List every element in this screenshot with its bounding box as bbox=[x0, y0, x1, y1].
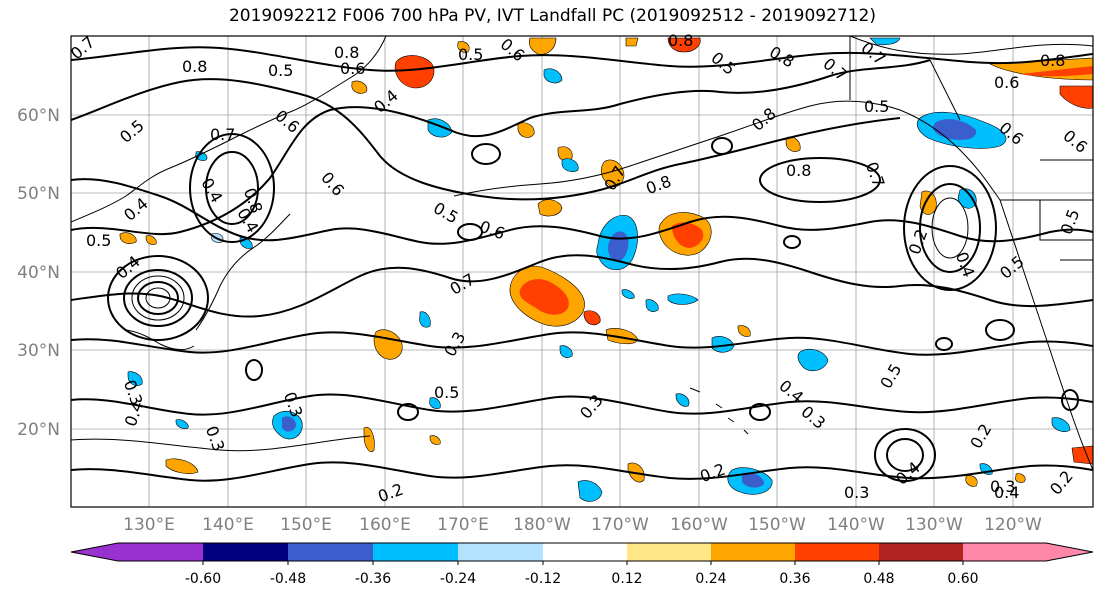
lat-label: 30°N bbox=[17, 341, 60, 361]
colorbar: -0.60 -0.48 -0.36 -0.24 -0.12 0.12 0.24 … bbox=[70, 542, 1094, 587]
colorbar-segment bbox=[458, 543, 543, 561]
contour-label: 0.8 bbox=[668, 31, 693, 50]
lon-label: 130°E bbox=[123, 515, 175, 535]
colorbar-segment bbox=[963, 543, 1093, 561]
lon-label: 140°W bbox=[827, 515, 885, 535]
colorbar-tick-label: 0.60 bbox=[947, 571, 978, 587]
colorbar-tick-label: -0.60 bbox=[185, 571, 221, 587]
colorbar-tick-label: -0.48 bbox=[270, 571, 306, 587]
lon-label: 140°E bbox=[202, 515, 254, 535]
lon-label: 170°W bbox=[591, 515, 649, 535]
map-title: 2019092212 F006 700 hPa PV, IVT Landfall… bbox=[228, 6, 876, 26]
lon-label: 150°E bbox=[280, 515, 332, 535]
lon-label: 170°E bbox=[437, 515, 489, 535]
colorbar-tick-label: 0.24 bbox=[695, 571, 726, 587]
colorbar-tick-label: -0.12 bbox=[525, 571, 561, 587]
colorbar-segment bbox=[627, 543, 711, 561]
contour-label: 0.6 bbox=[994, 73, 1019, 92]
lat-label: 50°N bbox=[17, 184, 60, 204]
lon-label: 120°W bbox=[984, 515, 1042, 535]
contour-label: 0.4 bbox=[994, 483, 1019, 502]
contour-label: 0.8 bbox=[334, 43, 359, 62]
contour-label: 0.8 bbox=[1040, 51, 1065, 70]
colorbar-tick-label: -0.36 bbox=[355, 571, 391, 587]
map-frame bbox=[70, 35, 1094, 508]
colorbar-tick-label: -0.24 bbox=[440, 571, 476, 587]
pv-shading bbox=[119, 37, 1094, 502]
coastlines bbox=[70, 35, 1094, 471]
contour-label: 0.3 bbox=[990, 477, 1015, 496]
contour-label: 0.7 bbox=[210, 125, 235, 144]
pv-contours-thin bbox=[70, 35, 1094, 452]
lon-label: 180°W bbox=[513, 515, 571, 535]
colorbar-segment bbox=[373, 543, 458, 561]
lon-label: 160°W bbox=[670, 515, 728, 535]
colorbar-segment bbox=[879, 543, 963, 561]
contour-label: 0.8 bbox=[182, 57, 207, 76]
contour-label: 0.5 bbox=[864, 97, 889, 116]
lat-label: 20°N bbox=[17, 420, 60, 440]
contour-label: 0.5 bbox=[434, 383, 459, 402]
contour-label: 0.5 bbox=[268, 61, 293, 80]
contour-label: 0.6 bbox=[340, 59, 365, 78]
lon-label: 160°E bbox=[359, 515, 411, 535]
colorbar-segment bbox=[288, 543, 373, 561]
map-panel: 0.7 0.8 0.5 0.6 0.8 0.5 0.6 0.4 0.5 0.6 … bbox=[67, 31, 1094, 508]
colorbar-segment bbox=[203, 543, 288, 561]
colorbar-segment bbox=[543, 543, 627, 561]
colorbar-tick-label: 0.12 bbox=[611, 571, 642, 587]
latitude-labels: 60°N 50°N 40°N 30°N 20°N bbox=[17, 106, 60, 440]
lat-label: 40°N bbox=[17, 263, 60, 283]
colorbar-segment bbox=[711, 543, 795, 561]
contour-label: 0.8 bbox=[786, 161, 811, 180]
pv-contours bbox=[70, 46, 1094, 482]
lon-label: 130°W bbox=[905, 515, 963, 535]
colorbar-segment bbox=[71, 543, 203, 561]
colorbar-outline bbox=[70, 542, 1094, 562]
lon-label: 150°W bbox=[748, 515, 806, 535]
colorbar-tick-label: 0.36 bbox=[779, 571, 810, 587]
longitude-labels: 130°E 140°E 150°E 160°E 170°E 180°W 170°… bbox=[123, 515, 1042, 535]
colorbar-tick-label: 0.48 bbox=[863, 571, 894, 587]
contour-label: 0.3 bbox=[844, 483, 869, 502]
contour-label: 0.5 bbox=[458, 45, 483, 64]
colorbar-segment bbox=[795, 543, 879, 561]
contour-label: 0.5 bbox=[86, 231, 111, 250]
lat-label: 60°N bbox=[17, 106, 60, 126]
